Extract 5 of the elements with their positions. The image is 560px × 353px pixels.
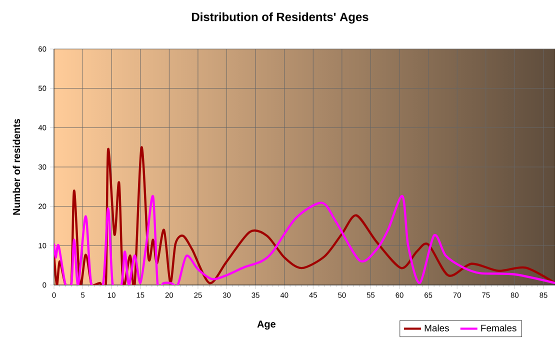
y-axis-title: Number of residents [12, 118, 20, 215]
chart-title: Distribution of Residents' Ages [192, 12, 368, 24]
legend-label: Males [424, 324, 449, 332]
x-axis-title: Age [257, 320, 276, 330]
legend-label: Females [481, 324, 516, 332]
